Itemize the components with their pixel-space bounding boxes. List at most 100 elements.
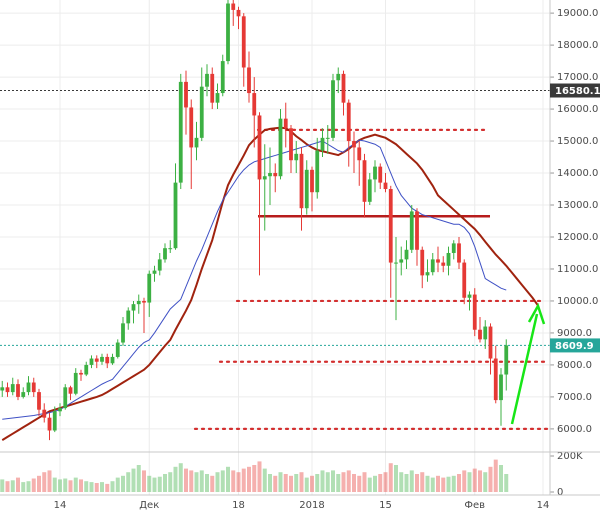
volume-bar — [79, 479, 83, 492]
candle-body — [383, 182, 388, 190]
candle-body — [472, 294, 477, 330]
candle-body — [273, 173, 278, 177]
y-tick-label: 12000.0 — [557, 232, 598, 243]
candle-body — [142, 300, 146, 303]
candle-body — [373, 166, 377, 180]
candle-body — [173, 182, 178, 249]
volume-bar — [42, 472, 47, 492]
volume-bar — [31, 478, 36, 492]
candle-body — [346, 102, 351, 142]
volume-bar — [94, 483, 99, 492]
candle-body — [420, 249, 425, 276]
volume-bar — [89, 482, 94, 492]
volume-bar — [0, 479, 5, 492]
volume-bar — [199, 470, 204, 492]
volume-bar — [157, 476, 162, 492]
volume-bar — [357, 475, 362, 492]
candle-body — [63, 387, 68, 409]
candle-body — [58, 408, 62, 412]
volume-bar — [399, 472, 404, 492]
candle-body — [47, 417, 52, 431]
volume-bar — [215, 472, 220, 492]
candle-body — [247, 67, 251, 94]
green-arrow — [510, 302, 546, 425]
volume-bar — [362, 472, 367, 492]
candle-body — [493, 358, 498, 401]
candle-body — [100, 356, 104, 362]
candle-body — [357, 147, 362, 161]
volume-bar — [446, 476, 451, 492]
volume-bar — [73, 477, 78, 492]
volume-bar — [268, 474, 272, 492]
volume-bar — [341, 472, 346, 492]
y-tick-label: 17000.0 — [557, 72, 598, 83]
y-tick-label: 11000.0 — [557, 264, 598, 275]
volume-bar — [478, 470, 482, 492]
volume-bar — [100, 482, 104, 492]
volume-bar — [105, 483, 110, 492]
candle-body — [289, 128, 293, 161]
volume-bar — [336, 474, 341, 492]
candle-body — [378, 166, 383, 183]
candle-body — [457, 243, 461, 263]
candle-body — [325, 137, 330, 139]
volume-bar — [283, 474, 288, 492]
candle-body — [404, 249, 409, 260]
candle-body — [252, 93, 257, 116]
candle-body — [278, 118, 283, 177]
volume-bar — [304, 477, 309, 492]
volume-bar — [115, 477, 120, 492]
volume-bar — [299, 472, 304, 492]
volume-tick-label: 200K — [557, 451, 583, 462]
volume-bar — [257, 461, 262, 492]
candle-body — [430, 259, 435, 273]
volume-bar — [415, 474, 419, 492]
candle-body — [42, 409, 47, 418]
volume-bar — [220, 470, 225, 492]
volume-bar — [163, 474, 167, 492]
volume-bar — [37, 475, 41, 492]
candle-body — [441, 262, 446, 266]
volume-bar — [409, 470, 414, 492]
price-badge-label: 16580.1 — [555, 86, 600, 97]
y-tick-label: 6000.0 — [557, 424, 592, 435]
volume-bar — [404, 474, 409, 492]
volume-bar — [504, 474, 509, 492]
candle-body — [189, 107, 194, 148]
volume-bar — [430, 477, 435, 492]
volume-bar — [121, 475, 125, 492]
candle-body — [425, 272, 430, 276]
candle-body — [21, 392, 26, 397]
candle-body — [504, 345, 509, 375]
y-tick-label: 18000.0 — [557, 40, 598, 51]
volume-bar — [273, 475, 278, 492]
candle-body — [268, 173, 272, 177]
candle-body — [462, 262, 467, 298]
volume-bar — [126, 472, 131, 492]
y-tick-label: 8000.0 — [557, 360, 592, 371]
candle-body — [147, 273, 152, 303]
volume-bar — [436, 475, 440, 492]
candle-body — [483, 326, 488, 340]
candle-body — [283, 118, 288, 129]
candle-body — [184, 81, 188, 108]
candle-body — [68, 387, 73, 394]
volume-bar — [173, 466, 178, 492]
candle-body — [320, 137, 325, 151]
candle-body — [294, 153, 299, 161]
volume-bar — [483, 472, 488, 492]
volume-bar — [262, 468, 267, 492]
candle-body — [94, 358, 99, 362]
volume-bar — [394, 465, 398, 492]
candle-body — [362, 160, 367, 202]
volume-bar — [16, 477, 20, 492]
candle-body — [394, 262, 398, 264]
candle-body — [341, 73, 346, 103]
candle-body — [5, 387, 10, 393]
y-tick-label: 19000.0 — [557, 8, 598, 19]
volume-bar — [315, 474, 320, 492]
candle-body — [478, 329, 482, 340]
volume-bar — [110, 481, 115, 492]
volume-bar — [47, 470, 52, 492]
